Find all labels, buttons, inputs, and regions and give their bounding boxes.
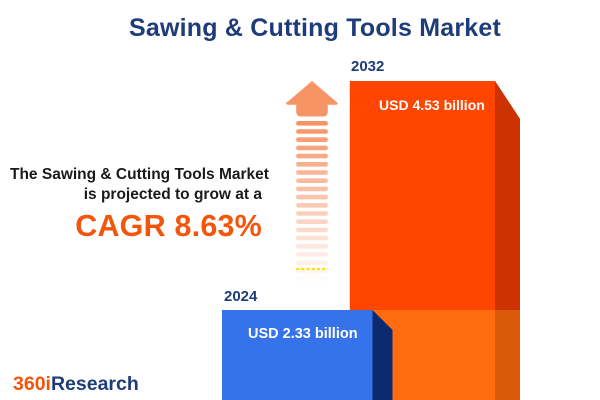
svg-text:2032: 2032: [351, 58, 384, 75]
svg-text:USD 4.53 billion: USD 4.53 billion: [379, 97, 485, 113]
svg-text:USD 2.33 billion: USD 2.33 billion: [248, 326, 358, 342]
svg-text:2024: 2024: [224, 288, 258, 305]
